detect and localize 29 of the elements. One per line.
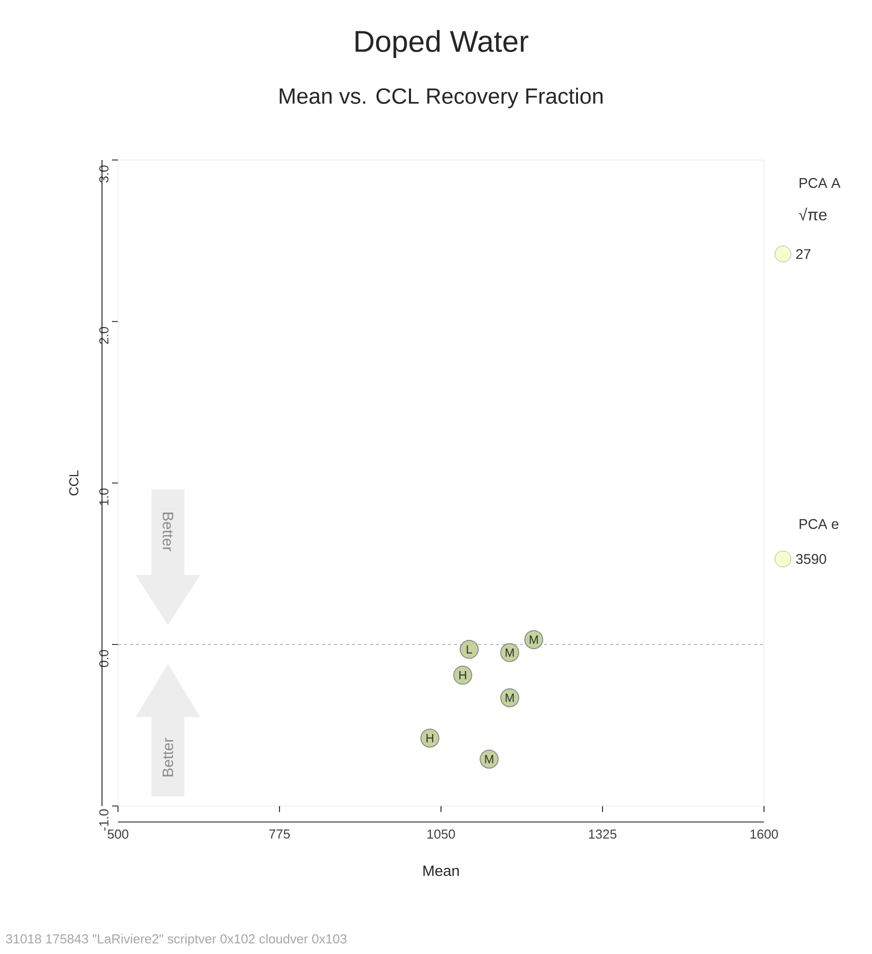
y-tick-label: 0.0 bbox=[99, 650, 108, 668]
y-tick-label: 2.0 bbox=[99, 326, 108, 344]
x-axis-title: Mean bbox=[423, 866, 459, 876]
x-tick-label: 500 bbox=[108, 830, 128, 839]
data-label: H bbox=[426, 734, 434, 742]
text: √πe bbox=[798, 208, 827, 220]
y-tick-label: 3.0 bbox=[99, 165, 108, 183]
annotation: Better bbox=[162, 738, 174, 776]
data-label: L bbox=[466, 645, 472, 654]
text: PCA e bbox=[800, 519, 838, 529]
data-label: M bbox=[485, 755, 494, 764]
y-axis-title: CCL bbox=[69, 470, 78, 496]
chart-title: Doped Water bbox=[356, 30, 528, 58]
y-tick-label: 1.0 bbox=[99, 488, 108, 506]
data-label: M bbox=[506, 694, 514, 702]
x-tick-label: 1600 bbox=[750, 830, 778, 839]
text: PCA A bbox=[800, 178, 841, 188]
chart-subtitle: Mean vs. CCL Recovery Fraction bbox=[280, 88, 603, 108]
text: 31018 175843 "LaRiviere2" scriptver 0x102 cloudver 0x103 bbox=[6, 934, 347, 946]
data-label: M bbox=[530, 636, 538, 644]
y-tick-label: -1.0 bbox=[99, 809, 108, 831]
x-tick-label: 775 bbox=[269, 830, 290, 839]
x-tick-label: 1325 bbox=[589, 830, 616, 839]
data-label: H bbox=[459, 671, 466, 680]
text: 3590 bbox=[796, 554, 826, 564]
x-tick-label: 1050 bbox=[428, 830, 455, 839]
annotation: Better bbox=[162, 512, 174, 552]
text: 27 bbox=[796, 249, 810, 259]
data-label: M bbox=[506, 648, 514, 657]
